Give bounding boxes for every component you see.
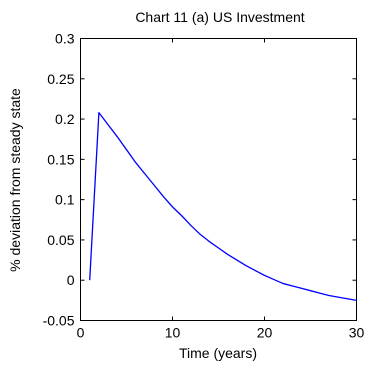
y-tick-label: 0 (67, 272, 75, 288)
y-tick-label: 0.3 (55, 31, 75, 47)
chart-title: Chart 11 (a) US Investment (135, 9, 304, 25)
y-tick-label: 0.1 (55, 192, 75, 208)
y-tick-label: 0.2 (55, 111, 75, 127)
y-tick-label: 0.25 (47, 71, 74, 87)
x-axis-label: Time (years) (179, 345, 257, 361)
plot-frame (80, 38, 357, 321)
y-axis-label: % deviation from steady state (7, 88, 23, 272)
x-tick-label: 20 (257, 325, 273, 341)
series-line (89, 111, 357, 302)
y-tick-label: 0.15 (47, 151, 74, 167)
x-tick-label: 0 (77, 325, 85, 341)
y-tick-label: 0.05 (47, 232, 74, 248)
y-tick-label: -0.05 (43, 313, 75, 329)
tick-group (80, 38, 357, 321)
x-tick-label: 10 (165, 325, 181, 341)
x-tick-label: 30 (349, 325, 365, 341)
